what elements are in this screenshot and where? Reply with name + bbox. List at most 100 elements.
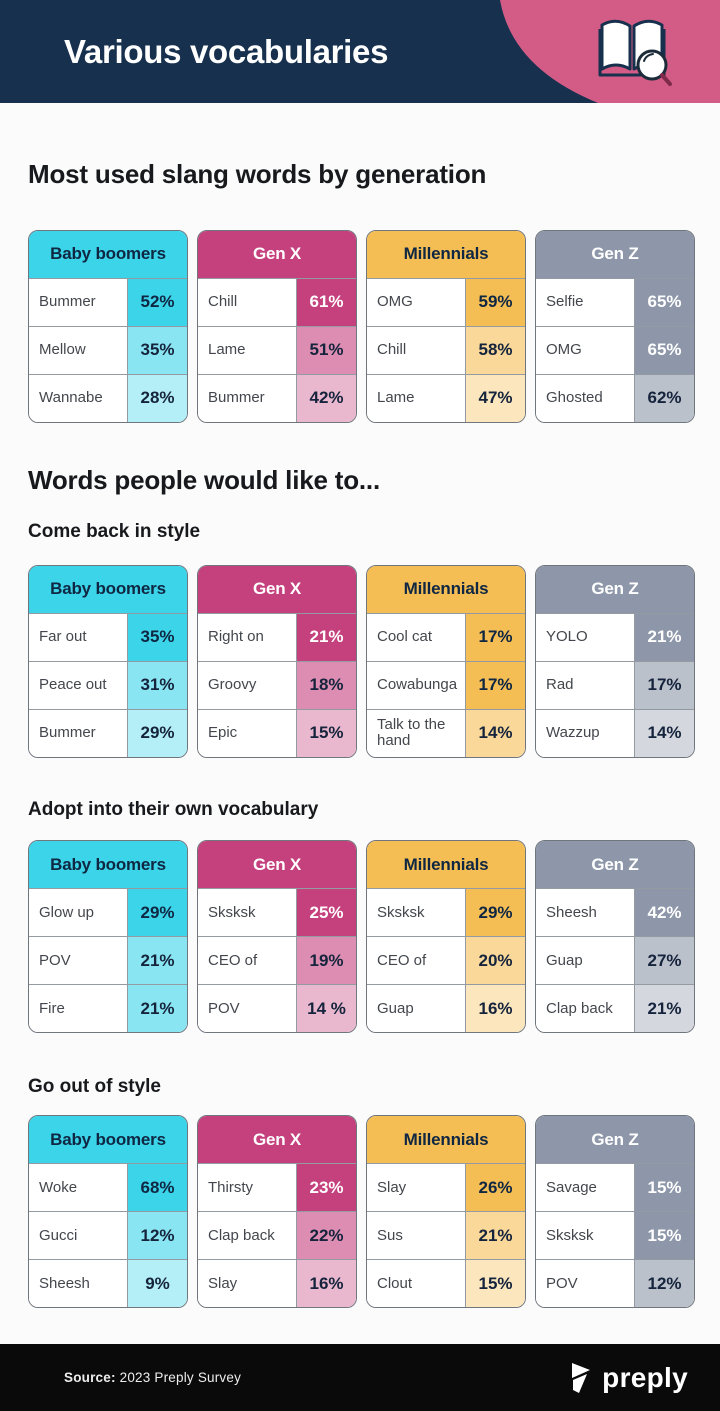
percentage-value: 26% [465, 1164, 525, 1212]
slang-word: CEO of [208, 951, 258, 969]
generation-table-gen-x: Gen X Sksksk 25% CEO of 19% POV 14 % [197, 840, 357, 1034]
table-row: Rad 17% [536, 660, 694, 709]
section-title: Most used slang words by generation [28, 159, 487, 189]
generation-table-title: Gen X [198, 230, 356, 278]
percentage-value: 42% [634, 889, 694, 937]
generation-table-title: Gen Z [536, 230, 694, 278]
percentage-value: 22% [296, 1212, 356, 1260]
generation-table-millennials: Millennials Cool cat 17% Cowabunga 17% Talk t… [366, 564, 526, 758]
table-row: Chill 61% [198, 277, 356, 326]
slang-word: Chill [377, 341, 407, 359]
percentage-value: 68% [127, 1164, 187, 1212]
generation-table-title: Gen X [198, 565, 356, 613]
table-row: POV 12% [536, 1259, 694, 1308]
table-row: Guap 27% [536, 936, 694, 985]
slang-word: Right on [208, 627, 264, 645]
table-row: Sheesh 9% [29, 1259, 187, 1308]
slang-word: Sksksk [546, 1226, 594, 1244]
generation-table-gen-z: Gen Z Selfie 65% OMG 65% Ghosted 62% [535, 229, 695, 423]
percentage-value: 29% [127, 889, 187, 937]
percentage-value: 65% [634, 326, 694, 374]
percentage-value: 14% [634, 709, 694, 757]
table-row: OMG 59% [367, 277, 525, 326]
slang-word: Sheesh [546, 903, 597, 921]
slang-word: Fire [39, 999, 65, 1017]
table-row: Bummer 29% [29, 708, 187, 757]
table-row: Lame 51% [198, 325, 356, 374]
percentage-value: 52% [127, 278, 187, 326]
table-row: Sksksk 29% [367, 888, 525, 937]
table-row: Sheesh 42% [536, 888, 694, 937]
slang-word: Sksksk [377, 903, 425, 921]
generation-table-title: Gen X [198, 841, 356, 889]
top-banner: Various vocabularies [0, 0, 720, 103]
slang-word: Sheesh [39, 1274, 90, 1292]
brand-lockup: preply [569, 1362, 688, 1394]
table-row: Gucci 12% [29, 1211, 187, 1260]
table-row: Cowabunga 17% [367, 660, 525, 709]
slang-word: Clout [377, 1274, 413, 1292]
generation-table-title: Millennials [367, 230, 525, 278]
percentage-value: 29% [465, 889, 525, 937]
table-row: Wannabe 28% [29, 373, 187, 422]
percentage-value: 61% [296, 278, 356, 326]
generation-table-gen-z: Gen Z YOLO 21% Rad 17% Wazzup 14% [535, 564, 695, 758]
percentage-value: 58% [465, 326, 525, 374]
generation-table-millennials: Millennials Slay 26% Sus 21% Clout 15% [366, 1115, 526, 1309]
subsection-title: Adopt into their own vocabulary [28, 798, 319, 820]
slang-word: Thirsty [208, 1178, 253, 1196]
generation-table-millennials: Millennials Sksksk 29% CEO of 20% Guap 16% [366, 840, 526, 1034]
slang-word: Sksksk [208, 903, 256, 921]
open-book-magnifier-icon [598, 19, 672, 86]
slang-word: Woke [39, 1178, 78, 1196]
generation-tables-row: Baby boomers Far out 35% Peace out 31% Bummer… [28, 564, 695, 758]
table-row: OMG 65% [536, 325, 694, 374]
slang-word: Guap [546, 951, 583, 969]
slang-word: Glow up [39, 903, 95, 921]
generation-table-gen-x: Gen X Right on 21% Groovy 18% Epic 15% [197, 564, 357, 758]
slang-word: Rad [546, 675, 574, 693]
table-row: Clap back 21% [536, 984, 694, 1033]
percentage-value: 17% [465, 613, 525, 661]
slang-word: Clap back [546, 999, 613, 1017]
slang-word: OMG [546, 341, 582, 359]
generation-table-baby-boomers: Baby boomers Glow up 29% POV 21% Fire 21% [28, 840, 188, 1034]
table-row: Thirsty 23% [198, 1163, 356, 1212]
percentage-value: 21% [634, 985, 694, 1033]
source-label: Source: [64, 1370, 116, 1385]
slang-word: Cool cat [377, 627, 433, 645]
generation-table-title: Gen Z [536, 1116, 694, 1164]
table-row: Sus 21% [367, 1211, 525, 1260]
percentage-value: 29% [127, 709, 187, 757]
generation-table-gen-x: Gen X Chill 61% Lame 51% Bummer 42% [197, 229, 357, 423]
generation-table-title: Millennials [367, 565, 525, 613]
slang-word: Talk to the hand [377, 715, 446, 750]
slang-word: POV [546, 1274, 578, 1292]
table-row: Mellow 35% [29, 325, 187, 374]
table-row: Selfie 65% [536, 277, 694, 326]
slang-word: Bummer [39, 723, 96, 741]
generation-table-title: Millennials [367, 1116, 525, 1164]
percentage-value: 17% [634, 661, 694, 709]
percentage-value: 15% [465, 1260, 525, 1308]
page-title: Various vocabularies [64, 32, 389, 70]
table-row: POV 14 % [198, 984, 356, 1033]
table-row: POV 21% [29, 936, 187, 985]
slang-word: Far out [39, 627, 87, 645]
table-row: CEO of 20% [367, 936, 525, 985]
percentage-value: 21% [296, 613, 356, 661]
table-row: Savage 15% [536, 1163, 694, 1212]
table-row: Groovy 18% [198, 660, 356, 709]
percentage-value: 51% [296, 326, 356, 374]
generation-table-title: Gen X [198, 1116, 356, 1164]
generation-tables-row: Baby boomers Glow up 29% POV 21% Fire 21% Gen X… [28, 840, 695, 1034]
generation-table-baby-boomers: Baby boomers Far out 35% Peace out 31% Bummer… [28, 564, 188, 758]
generation-table-title: Gen Z [536, 565, 694, 613]
table-row: Right on 21% [198, 612, 356, 661]
percentage-value: 15% [634, 1164, 694, 1212]
generation-table-title: Baby boomers [29, 565, 187, 613]
content: Most used slang words by generation Baby … [0, 103, 720, 1344]
slang-word: Clap back [208, 1226, 275, 1244]
percentage-value: 16% [465, 985, 525, 1033]
slang-word: Gucci [39, 1226, 78, 1244]
